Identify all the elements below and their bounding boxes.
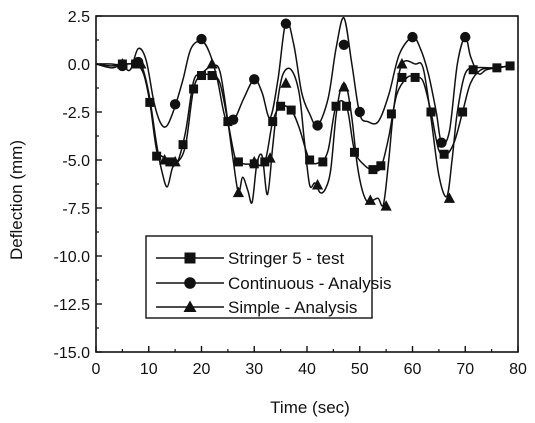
- circle-marker-12: [460, 31, 471, 43]
- square-marker-17: [318, 157, 328, 167]
- triangle-marker-10: [338, 81, 350, 92]
- triangle-marker-11: [364, 194, 376, 205]
- square-marker-29: [468, 65, 478, 75]
- circle-marker-10: [407, 31, 418, 43]
- square-marker-31: [505, 61, 515, 71]
- circle-marker-5: [249, 74, 260, 85]
- triangle-marker-14: [443, 192, 456, 203]
- y-tick-label-0: 2.5: [68, 9, 90, 26]
- legend-marker-triangle: [183, 300, 197, 312]
- y-tick-label-2: -2.5: [62, 105, 90, 122]
- circle-marker-11: [436, 137, 447, 148]
- y-tick-label-3: -5.0: [62, 153, 90, 170]
- legend-label-simple: Simple - Analysis: [228, 298, 357, 317]
- x-axis: 0 10 20 30 40 50 60 70 80: [92, 346, 527, 378]
- series-markers: [116, 18, 515, 211]
- y-tick-label-5: -10.0: [54, 249, 91, 266]
- x-tick-label-4: 40: [298, 361, 316, 378]
- square-marker-5: [178, 140, 188, 150]
- circle-marker-7: [312, 120, 323, 131]
- triangle-marker-3: [169, 155, 181, 167]
- circle-marker-3: [196, 33, 207, 45]
- triangle-marker-5: [232, 186, 245, 198]
- y-axis-title: Deflection (mm): [7, 140, 26, 260]
- square-marker-10: [233, 157, 243, 167]
- circle-marker-4: [227, 114, 239, 125]
- x-axis-title: Time (sec): [270, 398, 350, 417]
- square-marker-25: [410, 72, 420, 82]
- y-axis: 2.5 0.0 -2.5 -5.0 -7.5 -10.0 -12.5 -15.0: [54, 9, 102, 362]
- triangle-marker-4: [206, 58, 218, 69]
- x-tick-label-6: 60: [404, 361, 422, 378]
- circle-marker-2: [169, 99, 181, 110]
- x-tick-label-3: 30: [245, 361, 263, 378]
- legend-marker-circle: [184, 277, 196, 289]
- square-marker-23: [386, 109, 396, 119]
- y-tick-label-4: -7.5: [62, 201, 90, 218]
- triangle-marker-0: [116, 58, 128, 69]
- square-marker-19: [342, 101, 352, 111]
- square-marker-22: [376, 161, 386, 171]
- y-tick-label-6: -12.5: [54, 297, 91, 314]
- circle-marker-6: [280, 18, 292, 29]
- x-tick-label-7: 70: [456, 361, 474, 378]
- square-marker-2: [145, 97, 155, 107]
- triangle-marker-9: [311, 178, 324, 190]
- square-marker-4: [165, 157, 175, 167]
- x-tick-label-0: 0: [92, 361, 101, 378]
- triangle-marker-1: [135, 58, 147, 69]
- square-marker-18: [331, 101, 341, 111]
- y-tick-label-1: 0.0: [68, 57, 90, 74]
- legend-label-continuous: Continuous - Analysis: [228, 274, 391, 293]
- square-marker-9: [223, 117, 233, 127]
- square-marker-3: [152, 151, 162, 161]
- legend-label-stringer: Stringer 5 - test: [228, 249, 344, 268]
- legend-entry-simple: Simple - Analysis: [156, 298, 357, 317]
- triangle-marker-6: [248, 155, 260, 167]
- square-marker-13: [268, 117, 278, 127]
- triangle-marker-7: [264, 152, 276, 163]
- square-marker-26: [426, 107, 436, 117]
- y-tick-label-7: -15.0: [54, 345, 91, 362]
- circle-marker-9: [354, 106, 365, 118]
- triangle-marker-8: [280, 77, 292, 88]
- x-tick-label-8: 80: [509, 361, 527, 378]
- square-marker-14: [276, 101, 286, 111]
- series-lines: [95, 17, 511, 207]
- legend-entry-stringer: Stringer 5 - test: [156, 249, 344, 268]
- legend-marker-square: [184, 252, 196, 264]
- circle-marker-8: [338, 39, 350, 50]
- triangle-marker-2: [158, 154, 171, 165]
- square-marker-12: [260, 157, 270, 167]
- series-line-simple: [95, 59, 511, 207]
- legend-entry-continuous: Continuous - Analysis: [156, 274, 391, 293]
- square-marker-24: [397, 72, 407, 82]
- triangle-marker-12: [380, 200, 392, 211]
- square-marker-30: [492, 63, 502, 73]
- square-marker-8: [207, 71, 217, 81]
- square-marker-27: [439, 149, 449, 159]
- square-marker-28: [458, 107, 468, 117]
- square-marker-21: [368, 165, 378, 175]
- x-tick-label-1: 10: [140, 361, 158, 378]
- legend-box: [145, 235, 373, 319]
- legend: Stringer 5 - test Continuous - Analysis …: [145, 235, 391, 319]
- x-tick-label-2: 20: [193, 361, 211, 378]
- square-marker-16: [305, 155, 315, 165]
- triangle-marker-13: [396, 58, 408, 69]
- square-marker-20: [349, 147, 359, 157]
- square-marker-6: [189, 84, 199, 94]
- square-marker-7: [197, 71, 206, 81]
- square-marker-15: [286, 105, 296, 115]
- x-tick-label-5: 50: [351, 361, 369, 378]
